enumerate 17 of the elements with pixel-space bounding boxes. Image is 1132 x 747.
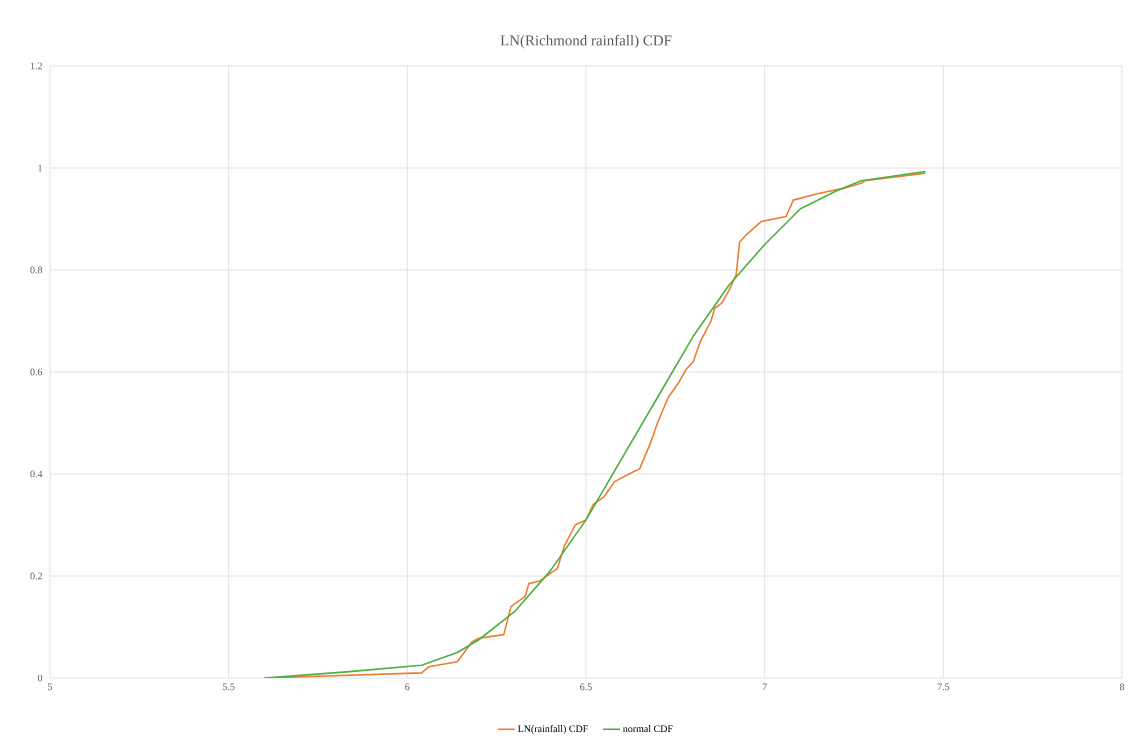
x-tick-label: 6 xyxy=(405,683,410,691)
y-tick-label: 1 xyxy=(38,164,42,172)
x-tick-label: 8 xyxy=(1119,683,1125,691)
y-tick-label: 1.2 xyxy=(30,62,42,70)
x-tick-label: 5 xyxy=(48,683,53,691)
x-tick-label: 5.5 xyxy=(223,683,235,691)
y-tick-label: 0.2 xyxy=(30,572,42,580)
y-tick-label: 0.4 xyxy=(30,470,43,478)
x-tick-label: 6.5 xyxy=(580,683,592,691)
y-tick-label: 0.8 xyxy=(30,266,43,274)
y-tick-label: 0.6 xyxy=(30,368,43,376)
chart-title: LN(Richmond rainfall) CDF xyxy=(500,34,672,49)
legend-label: normal CDF xyxy=(623,725,673,733)
legend-label: LN(rainfall) CDF xyxy=(517,725,588,735)
x-tick-label: 7 xyxy=(762,683,767,691)
x-tick-label: 7.5 xyxy=(937,683,950,691)
y-tick-label: 0 xyxy=(37,674,43,682)
